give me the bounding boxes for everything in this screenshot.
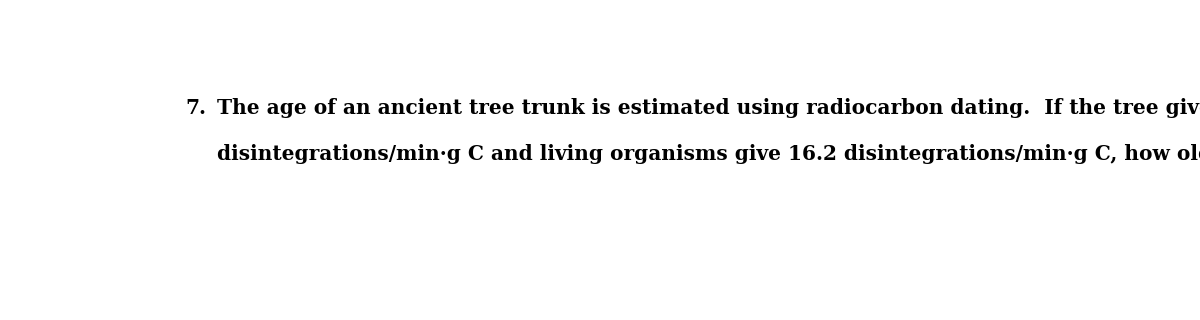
- Text: 7.: 7.: [185, 98, 206, 117]
- Text: disintegrations/min·g C and living organisms give 16.2 disintegrations/min·g C, : disintegrations/min·g C and living organ…: [217, 144, 1200, 164]
- Text: The age of an ancient tree trunk is estimated using radiocarbon dating.  If the : The age of an ancient tree trunk is esti…: [217, 98, 1200, 117]
